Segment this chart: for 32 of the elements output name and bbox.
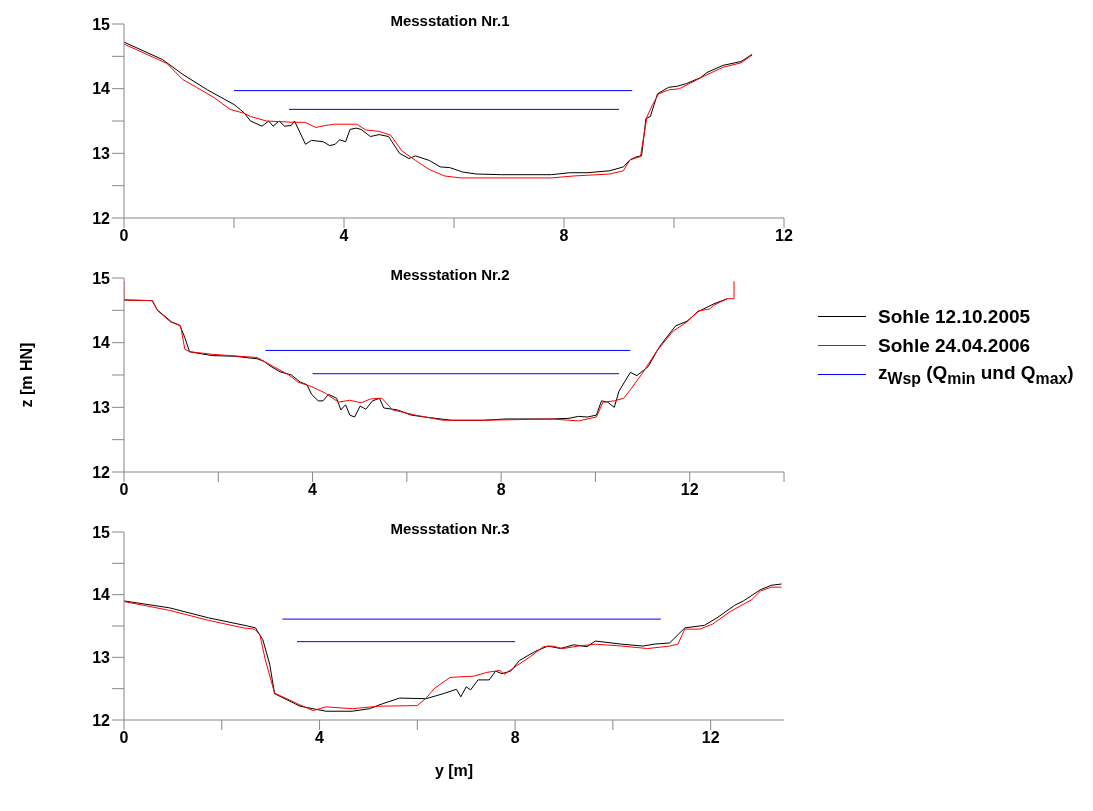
x-tick-label: 8 [496, 481, 506, 499]
y-tick-label: 14 [92, 334, 111, 352]
legend-label: z$_{Wsp}$ (Q$_{min}$ und Q$_{max}$) [878, 361, 1074, 388]
y-tick-label: 14 [92, 80, 111, 98]
chart-title: Messstation Nr.3 [389, 520, 511, 537]
x-tick-label: 8 [559, 227, 569, 245]
legend-label: Sohle 24.04.2006 [878, 334, 1031, 357]
x-tick-label: 12 [680, 481, 699, 499]
y-tick-label: 15 [92, 15, 111, 33]
y-tick-label: 15 [92, 523, 111, 541]
y-tick-label: 12 [92, 463, 111, 481]
x-tick-label: 4 [315, 729, 325, 747]
x-tick-label: 0 [119, 729, 129, 747]
y-axis-title: z [m HN] [17, 342, 35, 408]
y-tick-label: 13 [92, 145, 111, 163]
x-tick-label: 0 [119, 481, 129, 499]
y-tick-label: 14 [92, 586, 111, 604]
x-axis-title: y [m] [434, 762, 474, 779]
y-tick-label: 13 [92, 399, 111, 417]
x-tick-label: 8 [510, 729, 520, 747]
x-tick-label: 12 [701, 729, 720, 747]
y-tick-label: 12 [92, 711, 111, 729]
y-tick-label: 15 [92, 269, 111, 287]
y-tick-label: 12 [92, 209, 111, 227]
chart-title: Messstation Nr.2 [389, 266, 511, 283]
chart-title: Messstation Nr.1 [389, 12, 511, 29]
y-tick-label: 13 [92, 649, 111, 667]
x-tick-label: 4 [339, 227, 349, 245]
x-tick-label: 4 [308, 481, 318, 499]
x-tick-label: 0 [119, 227, 129, 245]
x-tick-label: 12 [775, 227, 793, 245]
legend-label: Sohle 12.10.2005 [878, 305, 1031, 328]
